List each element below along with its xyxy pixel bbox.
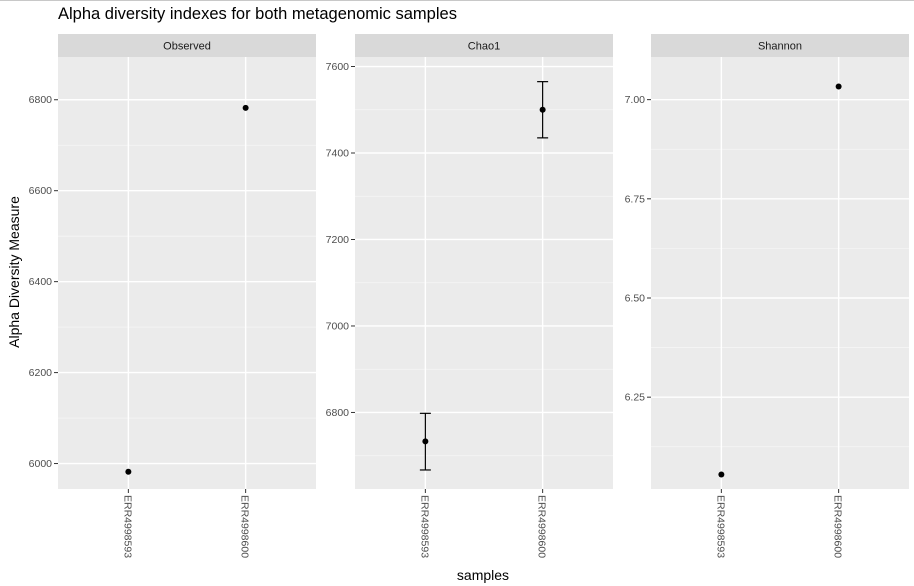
y-tick-label: 6.25	[625, 392, 646, 404]
facet-strip-observed	[58, 34, 316, 57]
y-tick-label: 6400	[29, 276, 53, 288]
panel-background	[355, 57, 613, 489]
y-tick-label: 7600	[326, 61, 350, 73]
x-tick-label: ERR4998593	[418, 495, 430, 558]
y-tick-label: 6.75	[625, 193, 646, 205]
y-tick-label: 6800	[326, 407, 350, 419]
top-border-line	[0, 0, 914, 1]
y-tick-label: 6600	[29, 185, 53, 197]
facet-strip-label: Shannon	[758, 41, 802, 53]
y-tick-label: 6200	[29, 367, 53, 379]
data-point	[422, 438, 429, 445]
data-point	[242, 104, 249, 111]
facet-strip-shannon	[651, 34, 909, 57]
y-tick-label: 6800	[29, 94, 53, 106]
panel-background	[651, 57, 909, 489]
data-point	[718, 471, 725, 478]
facet-strip-label: Observed	[163, 41, 211, 53]
facet-strip-chao1	[355, 34, 613, 57]
x-tick-label: ERR4998600	[239, 495, 251, 558]
y-tick-label: 6.50	[625, 292, 646, 304]
data-point	[835, 83, 842, 90]
y-tick-label: 7400	[326, 148, 350, 160]
data-point	[125, 468, 132, 475]
panel-background	[58, 57, 316, 489]
y-tick-label: 7200	[326, 234, 350, 246]
y-tick-label: 7000	[326, 320, 350, 332]
x-tick-label: ERR4998600	[832, 495, 844, 558]
y-tick-label: 7.00	[625, 94, 646, 106]
x-tick-label: ERR4998593	[121, 495, 133, 558]
x-tick-label: ERR4998593	[714, 495, 726, 558]
chart-title: Alpha diversity indexes for both metagen…	[58, 5, 457, 23]
data-point	[539, 106, 546, 113]
facet-strip-label: Chao1	[468, 41, 500, 53]
x-tick-label: ERR4998600	[536, 495, 548, 558]
y-tick-label: 6000	[29, 458, 53, 470]
x-axis-label: samples	[456, 567, 510, 583]
